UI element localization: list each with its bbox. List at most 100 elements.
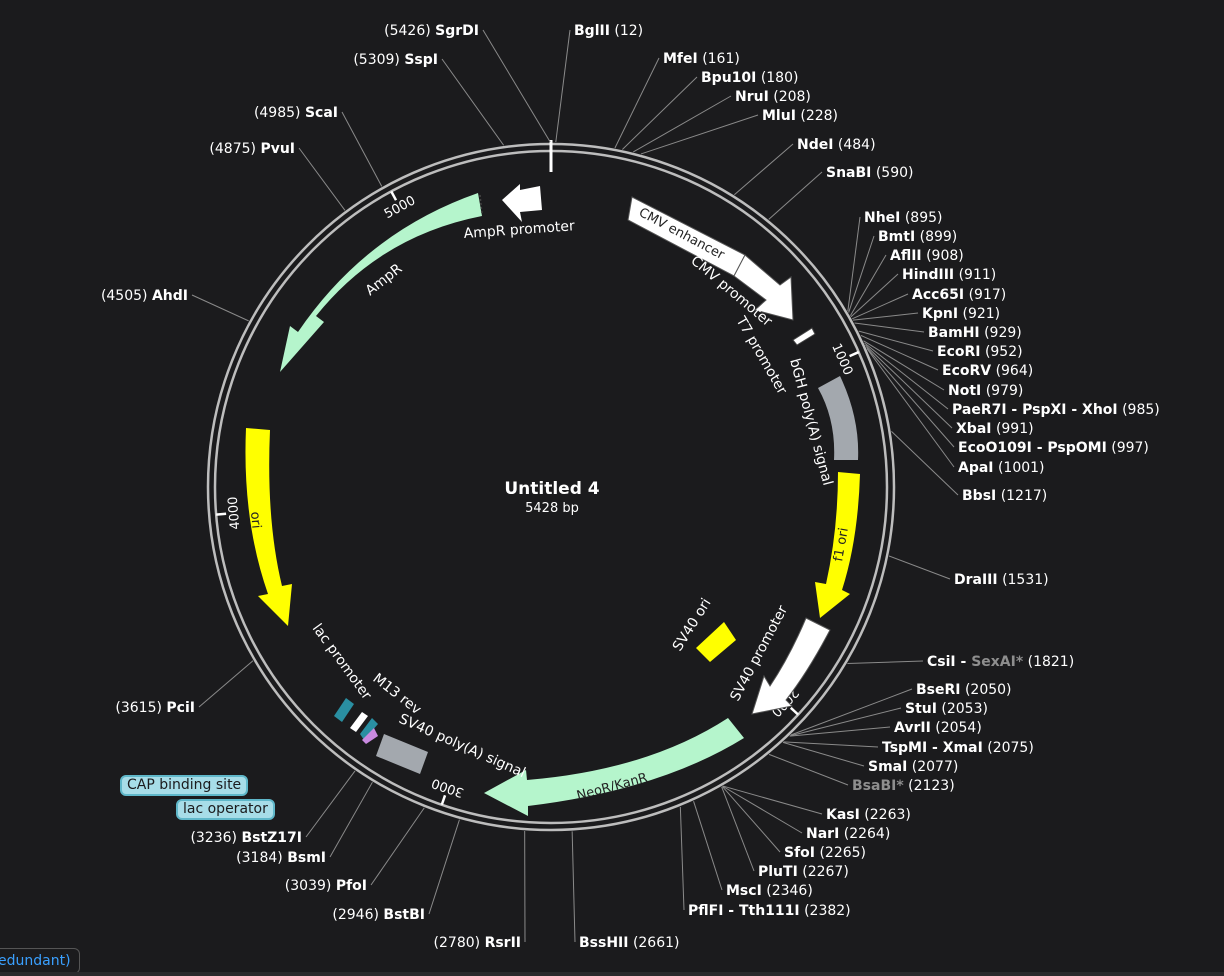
enzyme-label[interactable]: StuI (2053) [905, 701, 988, 717]
enzyme-position: (208) [773, 89, 811, 105]
enzyme-label[interactable]: EcoRV (964) [942, 363, 1033, 379]
enzyme-label[interactable]: (3184) BsmI [236, 850, 326, 866]
enzyme-name: BseRI [916, 682, 961, 698]
enzyme-name: SspI [404, 52, 438, 68]
enzyme-label[interactable]: ApaI (1001) [958, 460, 1045, 476]
enzyme-name: CsiI - [927, 654, 971, 670]
enzyme-label[interactable]: MluI (228) [762, 108, 838, 124]
feature-sv40-polya[interactable]: SV40 poly(A) signal [376, 711, 528, 781]
feature-cmv-enhancer[interactable]: CMV enhancer [627, 196, 746, 277]
feature-ampr[interactable]: AmpR [280, 193, 483, 372]
enzyme-label[interactable]: BglII (12) [574, 23, 643, 39]
enzyme-label[interactable]: DraIII (1531) [954, 572, 1049, 588]
enzyme-label[interactable]: MscI (2346) [726, 883, 813, 899]
enzyme-label[interactable]: (4875) PvuI [209, 141, 295, 157]
enzyme-position: (180) [761, 70, 799, 86]
enzyme-label[interactable]: SfoI (2265) [784, 845, 866, 861]
enzyme-leader-line [693, 801, 723, 891]
enzyme-name: PvuI [260, 141, 295, 157]
enzyme-name: PflFI - Tth111I [688, 903, 800, 919]
enzyme-label[interactable]: (3615) PciI [115, 700, 195, 716]
enzyme-label[interactable]: BbsI (1217) [962, 488, 1047, 504]
enzyme-name: ApaI [958, 460, 994, 476]
enzyme-label[interactable]: EcoO109I - PspOMI (997) [958, 440, 1149, 456]
enzyme-label[interactable]: BmtI (899) [878, 229, 957, 245]
enzyme-position: (985) [1122, 402, 1160, 418]
feature-label-m13-rev: M13 rev [370, 671, 425, 719]
enzyme-name: AvrII [894, 720, 931, 736]
enzyme-label[interactable]: PluTI (2267) [758, 864, 849, 880]
enzyme-label[interactable]: (3039) PfoI [285, 878, 367, 894]
enzyme-label[interactable]: NarI (2264) [806, 826, 890, 842]
enzyme-label[interactable]: EcoRI (952) [937, 344, 1023, 360]
enzyme-position: (911) [959, 267, 997, 283]
enzyme-label[interactable]: (4505) AhdI [101, 288, 188, 304]
enzyme-position: (484) [838, 137, 876, 153]
enzyme-label[interactable]: HindIII (911) [902, 267, 996, 283]
enzyme-leader-line [721, 786, 755, 872]
enzyme-position: (895) [905, 210, 943, 226]
enzyme-label[interactable]: (4985) ScaI [254, 105, 338, 121]
feature-f1-ori[interactable]: f1 ori [815, 472, 860, 618]
enzyme-label[interactable]: NotI (979) [948, 383, 1023, 399]
enzyme-label[interactable]: KasI (2263) [826, 807, 911, 823]
enzyme-name: EcoO109I - PspOMI [958, 440, 1107, 456]
enzyme-label[interactable]: NruI (208) [735, 89, 811, 105]
feature-lac-promoter[interactable]: lac promoter [309, 621, 375, 703]
enzyme-label[interactable]: BamHI (929) [928, 325, 1022, 341]
cap-binding-site-label[interactable]: CAP binding site [120, 775, 249, 796]
enzyme-label[interactable]: MfeI (161) [663, 51, 740, 67]
feature-ori[interactable]: ori [245, 428, 292, 626]
enzyme-label[interactable]: (3236) BstZ17I [190, 830, 302, 846]
feature-sv40-ori[interactable]: SV40 ori [670, 596, 736, 662]
enzyme-leader-line [848, 235, 875, 313]
enzyme-name: PluTI [758, 864, 798, 880]
enzyme-label[interactable]: SnaBI (590) [826, 165, 914, 181]
enzyme-label[interactable]: Bpu10I (180) [701, 70, 798, 86]
enzyme-label[interactable]: BseRI (2050) [916, 682, 1012, 698]
enzyme-name: BamHI [928, 325, 980, 341]
enzyme-position: (917) [969, 287, 1007, 303]
enzyme-label[interactable]: AvrII (2054) [894, 720, 982, 736]
enzyme-leader-line [555, 29, 571, 143]
ruler-tick [849, 350, 860, 358]
enzyme-label[interactable]: PaeR7I - PspXI - XhoI (985) [952, 402, 1160, 418]
enzyme-label[interactable]: AflII (908) [890, 248, 964, 264]
enzyme-leader-line [614, 57, 660, 149]
enzyme-label[interactable]: (2780) RsrII [434, 935, 521, 951]
enzyme-name: NheI [864, 210, 900, 226]
feature-bgh-polya[interactable]: bGH poly(A) signal [786, 357, 859, 487]
enzyme-position: (997) [1111, 440, 1149, 456]
enzyme-label[interactable]: (2946) BstBI [332, 907, 425, 923]
enzyme-label[interactable]: Acc65I (917) [912, 287, 1006, 303]
enzyme-label[interactable]: BssHII (2661) [579, 935, 680, 951]
enzyme-name: BssHII [579, 935, 628, 951]
enzyme-position: (2050) [965, 682, 1012, 698]
enzyme-position: (2346) [766, 883, 813, 899]
enzyme-label[interactable]: PflFI - Tth111I (2382) [688, 903, 851, 919]
redundant-toggle-tab[interactable]: edundant) [0, 948, 80, 974]
enzyme-label[interactable]: TspMI - XmaI (2075) [882, 740, 1034, 756]
enzyme-name: SmaI [868, 759, 907, 775]
enzyme-label[interactable]: NdeI (484) [797, 137, 876, 153]
enzyme-name: ScaI [305, 105, 338, 121]
enzyme-label[interactable]: SmaI (2077) [868, 759, 958, 775]
enzyme-label[interactable]: NheI (895) [864, 210, 943, 226]
enzyme-leader-line [789, 707, 902, 737]
enzyme-label[interactable]: CsiI - SexAI* (1821) [927, 654, 1074, 670]
enzyme-label[interactable]: KpnI (921) [922, 306, 1000, 322]
enzyme-leader-line [191, 294, 249, 322]
enzyme-position: (1217) [1001, 488, 1048, 504]
enzyme-label[interactable]: XbaI (991) [956, 421, 1034, 437]
lac-operator-label[interactable]: lac operator [176, 799, 275, 820]
enzyme-label[interactable]: BsaBI* (2123) [852, 778, 955, 794]
feature-cap-site-mark[interactable] [334, 698, 354, 722]
feature-ampr-promoter[interactable]: AmpR promoter [463, 184, 575, 242]
enzyme-label[interactable]: (5426) SgrDI [384, 23, 479, 39]
feature-lac-operator-mark[interactable] [360, 718, 378, 744]
enzyme-position: (5309) [353, 52, 400, 68]
enzyme-leader-line [298, 147, 346, 211]
enzyme-leader-line [571, 831, 576, 943]
enzyme-label[interactable]: (5309) SspI [353, 52, 438, 68]
enzyme-name: PaeR7I - PspXI - XhoI [952, 402, 1118, 418]
